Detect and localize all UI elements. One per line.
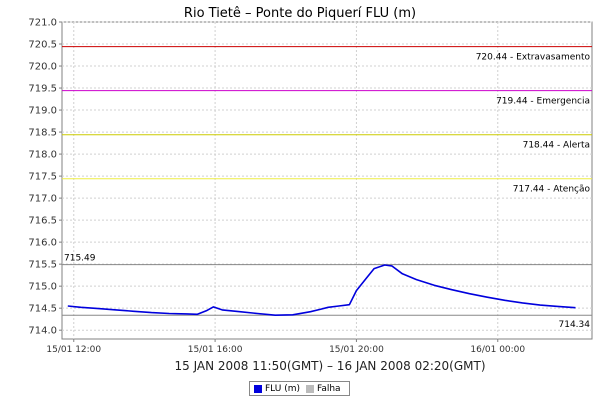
x-tick-label: 16/01 00:00 — [470, 345, 525, 355]
legend: FLU (m) Falha — [249, 381, 350, 396]
y-tick-label: 716.5 — [28, 216, 57, 227]
series-layer — [67, 264, 576, 317]
series-line-flu — [67, 264, 576, 317]
reference-line-label: 720.44 - Extravasamento — [476, 53, 591, 63]
reference-line-label: 718.44 - Alerta — [523, 141, 590, 151]
y-tick-label: 718.0 — [28, 150, 57, 161]
y-tick-label: 715.0 — [28, 282, 57, 293]
legend-item-flu: FLU (m) — [254, 384, 300, 394]
x-tick-label: 15/01 20:00 — [329, 345, 384, 355]
grid-lines — [62, 21, 592, 339]
y-tick-label: 714.5 — [28, 304, 57, 315]
legend-label-flu: FLU (m) — [265, 383, 300, 394]
legend-swatch-falha — [305, 384, 314, 393]
reference-line-label: 719.44 - Emergencia — [496, 97, 590, 107]
y-tick-label: 719.5 — [28, 84, 57, 95]
y-tick-label: 714.0 — [28, 326, 57, 337]
x-tick-label: 15/01 12:00 — [46, 345, 101, 355]
y-tick-label: 721.0 — [28, 18, 57, 29]
reference-line-label: 715.49 — [64, 254, 96, 264]
y-tick-label: 720.5 — [28, 40, 57, 51]
y-tick-label: 720.0 — [28, 62, 57, 73]
y-tick-label: 715.5 — [28, 260, 57, 271]
x-axis-ticks: 15/01 12:00 15/01 16:00 15/01 20:00 16/01 0… — [46, 339, 525, 355]
plot-area — [61, 21, 593, 340]
reference-line-label: 714.34 — [559, 320, 591, 330]
y-axis-ticks: 714.0 714.5 715.0 715.5 716.0 716.5 717.0 717.5… — [28, 18, 62, 337]
y-tick-label: 716.0 — [28, 238, 57, 249]
x-axis-label: 15 JAN 2008 11:50(GMT) – 16 JAN 2008 02:… — [174, 359, 485, 373]
legend-swatch-flu — [254, 384, 262, 393]
reference-line-label: 717.44 - Atenção — [513, 185, 591, 195]
y-tick-label: 718.5 — [28, 128, 57, 139]
x-tick-label: 15/01 16:00 — [188, 345, 243, 355]
reference-lines: 720.44 - Extravasamento 719.44 - Emergenc… — [62, 46, 592, 330]
legend-label-falha: Falha — [316, 383, 341, 394]
y-tick-label: 717.5 — [28, 172, 57, 183]
legend-item-falha: Falha — [305, 383, 341, 394]
chart-title: Rio Tietê – Ponte do Piquerí FLU (m) — [184, 6, 416, 21]
y-tick-label: 719.0 — [28, 106, 57, 117]
y-tick-label: 717.0 — [28, 194, 57, 205]
